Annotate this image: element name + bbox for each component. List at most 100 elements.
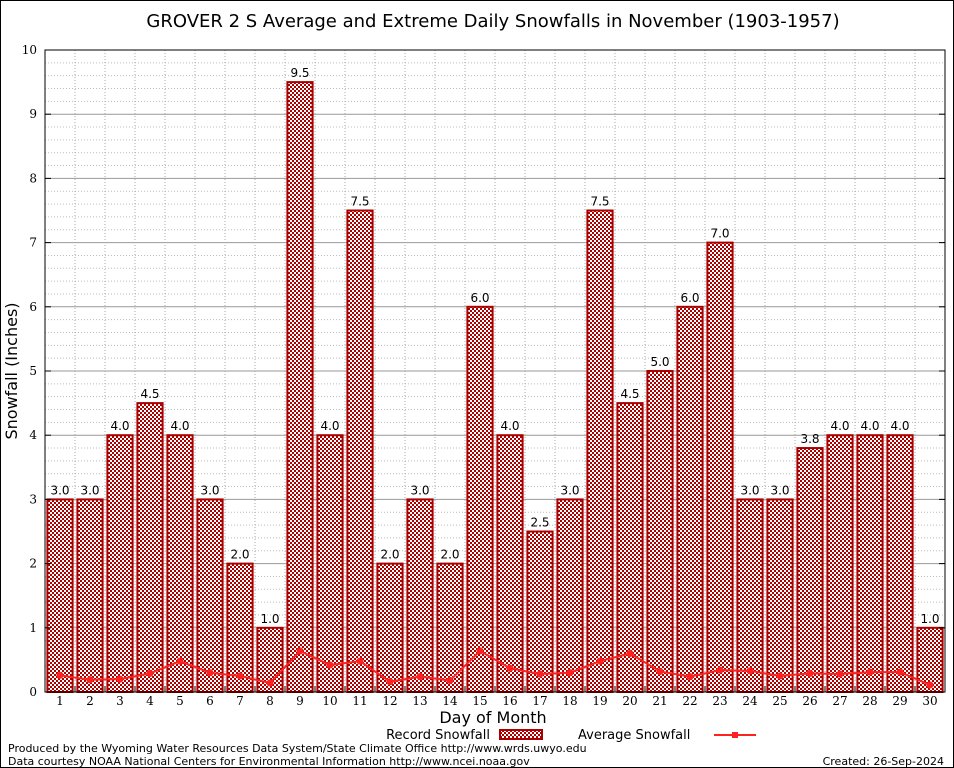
x-tick-label: 12: [382, 694, 397, 708]
bar-value-label: 2.5: [530, 516, 549, 530]
average-point: [296, 647, 304, 655]
record-bar: [196, 498, 224, 693]
average-point: [656, 667, 664, 675]
legend-average-label: Average Snowfall: [578, 728, 690, 743]
x-tick-label: 17: [532, 694, 547, 708]
average-point: [176, 657, 184, 665]
record-bar: [586, 209, 614, 693]
average-point: [836, 670, 844, 678]
record-bar: [376, 562, 404, 693]
average-point: [86, 676, 94, 684]
x-tick-label: 9: [296, 694, 304, 708]
y-tick-label: 8: [29, 171, 37, 185]
x-tick-label: 26: [802, 694, 817, 708]
bar-value-label: 6.0: [680, 291, 699, 305]
bar-value-label: 4.0: [110, 419, 129, 433]
average-point: [356, 657, 364, 665]
average-point: [386, 678, 394, 686]
y-tick-label: 3: [29, 492, 37, 506]
record-bar: [496, 434, 524, 693]
record-bar: [76, 498, 104, 693]
record-bar: [646, 370, 674, 693]
bar-value-label: 9.5: [290, 66, 309, 80]
x-tick-label: 3: [116, 694, 124, 708]
average-point: [776, 672, 784, 680]
bar-value-label: 3.0: [50, 483, 69, 497]
x-tick-label: 22: [682, 694, 697, 708]
bar-value-label: 7.5: [350, 195, 369, 209]
x-tick-label: 27: [832, 694, 847, 708]
bar-value-label: 4.5: [620, 387, 639, 401]
legend-average-marker: [732, 732, 738, 738]
record-bar: [226, 562, 254, 693]
x-tick-label: 20: [622, 694, 637, 708]
x-tick-label: 24: [742, 694, 758, 708]
bar-value-label: 1.0: [260, 612, 279, 626]
record-bar: [616, 402, 644, 693]
bar-value-label: 2.0: [380, 548, 399, 562]
bar-value-label: 3.0: [80, 483, 99, 497]
average-point: [266, 679, 274, 687]
x-tick-label: 4: [146, 694, 154, 708]
record-bar: [676, 305, 704, 693]
average-point: [686, 673, 694, 681]
x-tick-label: 10: [322, 694, 337, 708]
average-point: [806, 669, 814, 677]
average-point: [566, 669, 574, 677]
y-tick-label: 5: [29, 364, 37, 378]
x-tick-label: 7: [236, 694, 244, 708]
x-tick-label: 14: [442, 694, 458, 708]
footer-produced-by: Produced by the Wyoming Water Resources …: [8, 742, 587, 755]
y-tick-label: 10: [22, 43, 37, 57]
y-tick-label: 7: [29, 236, 37, 250]
record-bar: [436, 562, 464, 693]
y-tick-label: 9: [29, 107, 37, 121]
record-bar: [286, 81, 314, 694]
record-bar: [406, 498, 434, 693]
y-tick-label: 6: [29, 300, 37, 314]
chart-title: GROVER 2 S Average and Extreme Daily Sno…: [146, 11, 839, 32]
record-bar: [526, 530, 554, 693]
average-point: [56, 671, 64, 679]
x-tick-label: 1: [56, 694, 64, 708]
x-tick-label: 23: [712, 694, 727, 708]
legend-record-swatch: [499, 729, 543, 740]
y-axis-label: Snowfall (Inches): [2, 302, 21, 439]
record-bar: [466, 305, 494, 693]
bar-value-label: 3.8: [800, 432, 819, 446]
bar-value-label: 5.0: [650, 355, 669, 369]
x-tick-label: 28: [862, 694, 877, 708]
average-point: [476, 647, 484, 655]
average-point: [896, 668, 904, 676]
average-point: [116, 675, 124, 683]
record-bar: [796, 447, 824, 694]
average-point: [506, 664, 514, 672]
x-tick-label: 6: [206, 694, 214, 708]
record-bar: [136, 402, 164, 693]
average-point: [716, 666, 724, 674]
average-point: [626, 649, 634, 657]
record-bar: [166, 434, 194, 693]
bar-value-label: 1.0: [920, 612, 939, 626]
average-point: [326, 661, 334, 669]
bar-value-label: 4.5: [140, 387, 159, 401]
record-bar: [886, 434, 914, 693]
record-bar: [346, 209, 374, 693]
bar-value-label: 4.0: [170, 419, 189, 433]
x-tick-label: 15: [472, 694, 487, 708]
x-tick-label: 5: [176, 694, 184, 708]
average-point: [746, 667, 754, 675]
bar-value-label: 3.0: [770, 483, 789, 497]
average-point: [236, 672, 244, 680]
average-point: [866, 668, 874, 676]
footer-data-courtesy: Data courtesy NOAA National Centers for …: [8, 755, 530, 768]
bar-value-label: 4.0: [890, 419, 909, 433]
x-tick-label: 30: [922, 694, 937, 708]
bar-value-label: 6.0: [470, 291, 489, 305]
bar-value-label: 2.0: [440, 548, 459, 562]
average-point: [536, 670, 544, 678]
x-tick-label: 25: [772, 694, 787, 708]
bar-value-label: 3.0: [410, 483, 429, 497]
bar-value-label: 7.5: [590, 195, 609, 209]
average-point: [926, 681, 934, 689]
